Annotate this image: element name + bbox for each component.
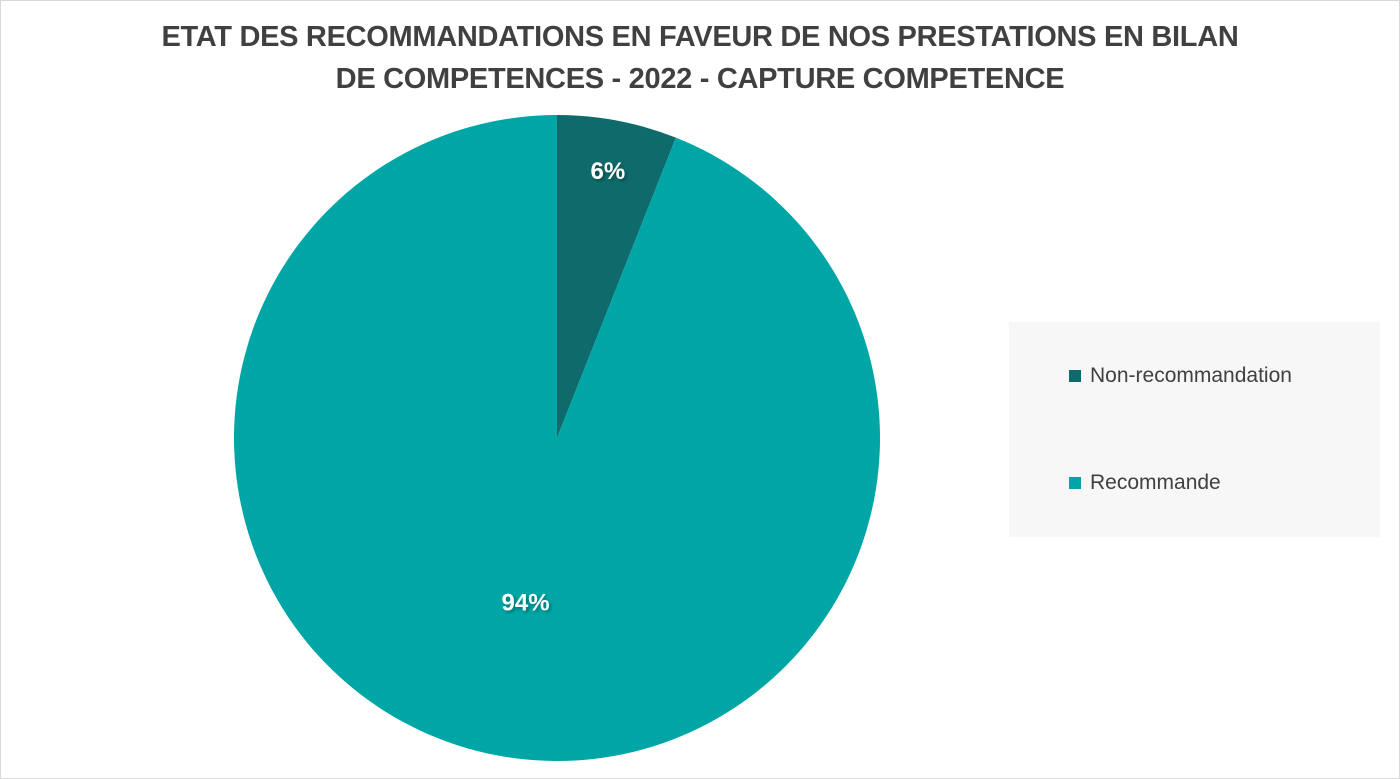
legend: Non-recommandation Recommande [1009,322,1380,537]
pie-slices [233,115,881,761]
legend-swatch-non-recommandation [1069,370,1081,382]
legend-item-recommande: Recommande [1069,471,1221,495]
chart-title-line-2: DE COMPETENCES - 2022 - CAPTURE COMPETEN… [335,63,1065,95]
pie-slice-recommande [233,115,881,761]
legend-label-recommande: Recommande [1090,471,1221,494]
pie-data-labels: 6% 94% [502,158,626,616]
chart-title: ETAT DES RECOMMANDATIONS EN FAVEUR DE NO… [100,16,1300,100]
pie-slice-non-recommandation [557,115,676,438]
legend-item-non-recommandation: Non-recommandation [1069,364,1292,388]
legend-label-non-recommandation: Non-recommandation [1090,364,1292,387]
chart-title-line-1: ETAT DES RECOMMANDATIONS EN FAVEUR DE NO… [161,21,1239,53]
data-label-recommande: 94% [502,589,550,616]
legend-swatch-recommande [1069,477,1081,489]
data-label-non-recommandation: 6% [590,158,625,185]
